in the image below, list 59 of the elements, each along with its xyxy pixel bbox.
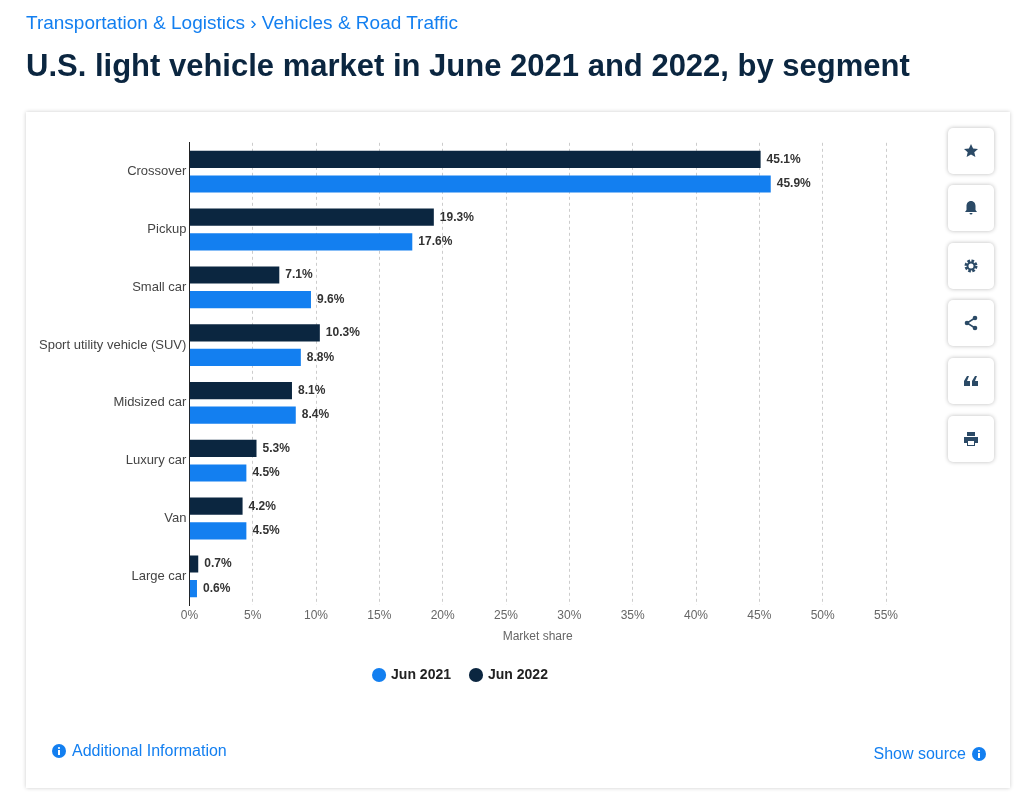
x-tick-label: 55% [873, 607, 899, 622]
bar [189, 348, 301, 366]
data-label: 4.5% [252, 465, 281, 480]
x-tick-label: 0% [180, 607, 199, 622]
bar [189, 233, 413, 251]
y-tick-label: Sport utility vehicle (SUV) [38, 336, 187, 352]
data-label: 4.5% [252, 523, 281, 538]
x-tick-label: 10% [304, 607, 329, 622]
x-tick-label: 5% [244, 607, 262, 622]
bar [189, 464, 247, 482]
bar [189, 175, 771, 193]
bar [189, 266, 280, 284]
x-tick-label: 20% [430, 607, 456, 622]
data-label: 8.8% [306, 349, 335, 364]
bar [189, 406, 296, 424]
data-label: 45.1% [766, 151, 801, 166]
x-tick-label: 40% [684, 607, 709, 622]
bar [189, 497, 243, 515]
x-tick-label: 35% [620, 607, 646, 622]
x-tick-label: 45% [747, 607, 772, 622]
data-label: 19.3% [439, 209, 475, 224]
chart-title: U.S. light vehicle market in June 2021 and 2022, by segment [26, 48, 910, 84]
bar [189, 150, 761, 169]
bar [189, 324, 320, 342]
y-tick-label: Luxury car [125, 452, 188, 468]
data-label: 4.2% [248, 498, 277, 513]
y-tick-label: Small car [132, 278, 188, 294]
legend-label: Jun 2022 [488, 665, 549, 682]
chart-subtitle: Transportation & Logistics › Vehicles & Road Traffic [26, 12, 458, 34]
bar [189, 579, 197, 598]
data-label: 10.3% [325, 325, 361, 340]
data-label: 45.9% [776, 176, 812, 191]
data-label: 9.6% [316, 291, 345, 306]
bar [189, 290, 311, 309]
legend-label: Jun 2021 [391, 665, 452, 682]
bar [189, 208, 434, 226]
data-label: 7.1% [285, 267, 313, 282]
y-tick-label: Crossover [127, 163, 188, 179]
bar [189, 522, 247, 540]
x-tick-label: 50% [810, 607, 835, 622]
x-tick-label: 15% [367, 607, 392, 622]
data-label: 8.1% [297, 382, 326, 397]
bar [189, 382, 292, 400]
bar [189, 555, 199, 573]
y-tick-label: Pickup [147, 221, 187, 237]
x-tick-label: 25% [494, 607, 519, 622]
x-tick-label: 30% [557, 607, 582, 622]
data-label: 0.6% [202, 580, 231, 595]
data-label: 17.6% [418, 234, 453, 249]
data-label: 5.3% [262, 440, 291, 455]
text: Show source [873, 745, 966, 763]
y-tick-label: Large car [131, 567, 188, 583]
data-label: 0.7% [204, 556, 232, 571]
bar [189, 439, 257, 458]
y-tick-label: Midsized car [113, 394, 188, 410]
x-axis-title: Market share [502, 629, 574, 644]
y-tick-label: Van [164, 510, 187, 526]
text: Additional Information [72, 742, 227, 760]
data-label: 8.4% [301, 407, 330, 422]
